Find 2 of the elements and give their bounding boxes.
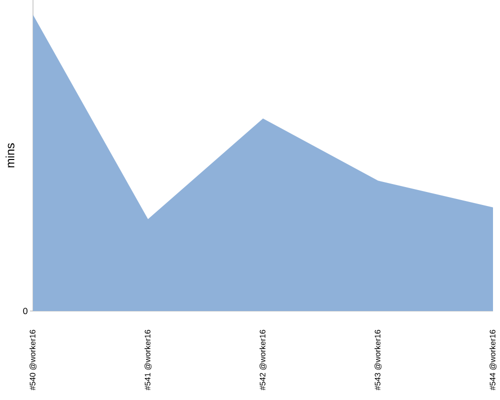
y-axis-title: mins <box>6 143 14 168</box>
text: 0 <box>23 308 28 314</box>
